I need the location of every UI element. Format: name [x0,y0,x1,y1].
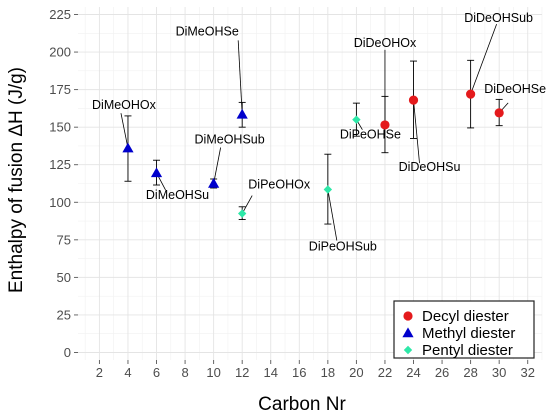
label-leader-line [327,189,338,241]
data-point-dimeohsub [208,177,220,188]
data-point-dimeohsu [150,167,163,178]
y-axis-title: Enthalpy of fusion ΔH (J/g) [6,67,27,293]
data-point-dideohse [494,108,504,118]
x-tick-label: 4 [124,365,131,380]
point-label-dideohse: DiDeOHSe [484,82,546,96]
x-tick-label: 30 [492,365,506,380]
x-tick-label: 16 [292,365,306,380]
point-label-dipeohse: DiPeOHSe [340,128,401,142]
x-tick-label: 14 [264,365,278,380]
legend-key-0 [403,311,413,321]
data-point-dideohsub [466,89,476,99]
x-tick-label: 2 [96,365,103,380]
y-tick-label: 75 [57,232,71,247]
x-tick-label: 28 [463,365,477,380]
point-label-dimeohox: DiMeOHOx [92,98,157,112]
x-tick-label: 12 [235,365,249,380]
data-point-dipeohox [237,209,247,218]
x-tick-label: 18 [321,365,335,380]
data-point-dideohox [380,120,390,130]
legend-label: Methyl diester [422,325,515,342]
label-leader-line [213,147,222,184]
legend-label: Pentyl diester [422,342,513,359]
x-tick-label: 24 [406,365,420,380]
label-leader-line [470,23,497,95]
y-tick-label: 50 [57,270,71,285]
y-tick-label: 100 [49,195,71,210]
point-label-dideohsu: DiDeOHSu [399,160,461,174]
x-tick-label: 8 [181,365,188,380]
data-point-dideohsu [408,95,419,105]
y-tick-label: 0 [64,345,71,360]
legend-key-2 [403,345,413,355]
point-label-dideohox: DiDeOHOx [354,36,417,50]
point-label-dideohsub: DiDeOHSub [464,11,533,25]
label-leader-line [120,113,129,149]
label-leader-line [241,195,253,214]
point-label-dipeohox: DiPeOHOx [248,178,311,192]
point-label-dimeohse: DiMeOHSe [176,24,239,38]
point-layer [122,89,504,218]
data-point-dipeohse [352,115,361,124]
x-tick-label: 22 [378,365,392,380]
leader-line-layer [120,23,509,241]
point-label-dimeohsu: DiMeOHSu [146,188,209,202]
x-axis-title: Carbon Nr [258,394,346,415]
grid-spacer [78,0,542,352]
data-point-dimeohox [122,142,134,153]
label-leader-line [237,40,243,115]
label-leader-line [413,100,420,164]
y-tick-label: 225 [49,7,71,22]
legend-key-1 [402,327,414,338]
legend-label: Decyl diester [422,308,509,325]
x-tick-label: 20 [349,365,363,380]
data-point-dipeohsub [323,185,333,194]
x-tick-label: 26 [435,365,449,380]
x-tick-label: 32 [520,365,534,380]
y-tick-label: 125 [49,157,71,172]
y-tick-label: 175 [49,82,71,97]
y-tick-label: 200 [49,45,71,60]
tick-layer: 2 4 6 8 10 12 14 16 18 20 22 24 26 28 30 32025507510012… [49,7,535,380]
legend-box [393,300,535,359]
point-label-dipeohsub: DiPeOHSub [309,240,377,254]
data-point-dimeohse [236,108,248,119]
point-label-layer: DiDeOHOx DiDeOHSu DiDeOHSub DiDeOHSe DiMeOHO… [92,11,546,253]
y-tick-label: 25 [57,307,71,322]
point-label-dimeohsub: DiMeOHSub [195,133,265,147]
x-tick-label: 6 [153,365,160,380]
x-tick-label: 10 [206,365,220,380]
y-tick-label: 150 [49,120,71,135]
